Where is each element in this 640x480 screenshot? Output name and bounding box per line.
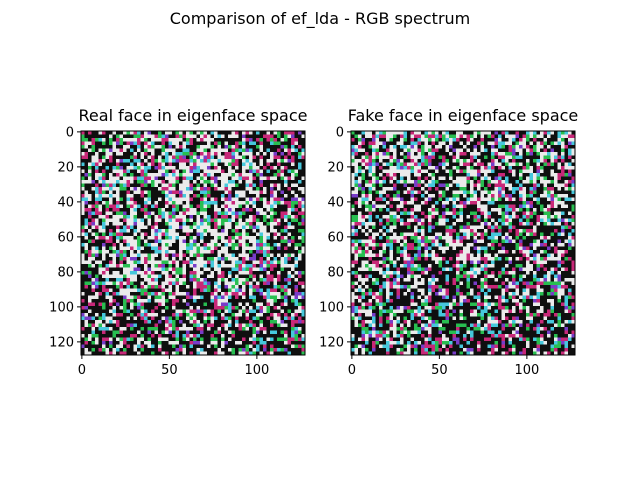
real-face-pixels (81, 131, 305, 355)
real-face-frame (80, 130, 306, 356)
fake-face-ytick-label: 20 (327, 160, 344, 175)
fake-face-image (351, 131, 575, 355)
fake-face-ytick-label: 80 (327, 265, 344, 280)
fake-face-xtick-label: 100 (514, 363, 539, 378)
real-face-title: Real face in eigenface space (79, 106, 308, 125)
real-face-ticks: 0 50 100 0 20 40 60 80 100 120 (49, 125, 269, 378)
fake-face-xtick-label: 50 (431, 363, 448, 378)
fake-face-ytick-label: 120 (319, 335, 344, 350)
figure-suptitle: Comparison of ef_lda - RGB spectrum (170, 9, 471, 29)
fake-face-ytick-label: 100 (319, 300, 344, 315)
real-face-panel: Real face in eigenface space 0 50 100 0 20 40… (49, 106, 307, 378)
real-face-image (81, 131, 305, 355)
real-face-ytick-label: 120 (49, 335, 74, 350)
fake-face-ticks: 0 50 100 0 20 40 60 80 100 120 (319, 125, 539, 378)
fake-face-xtick-label: 0 (348, 363, 356, 378)
fake-face-ytick-label: 60 (327, 230, 344, 245)
real-face-xtick-label: 50 (161, 363, 178, 378)
fake-face-ytick-label: 0 (336, 125, 344, 140)
real-face-ytick-label: 80 (57, 265, 74, 280)
real-face-ytick-label: 40 (57, 195, 74, 210)
fake-face-pixels (351, 131, 575, 355)
real-face-xtick-label: 0 (78, 363, 86, 378)
real-face-ytick-label: 60 (57, 230, 74, 245)
fake-face-ytick-label: 40 (327, 195, 344, 210)
real-face-xtick-label: 100 (244, 363, 269, 378)
fake-face-frame (350, 130, 576, 356)
real-face-ytick-label: 100 (49, 300, 74, 315)
fake-face-panel: Fake face in eigenface space 0 50 100 0 20 40… (319, 106, 578, 378)
real-face-ytick-label: 20 (57, 160, 74, 175)
real-face-ytick-label: 0 (66, 125, 74, 140)
fake-face-title: Fake face in eigenface space (348, 106, 579, 125)
